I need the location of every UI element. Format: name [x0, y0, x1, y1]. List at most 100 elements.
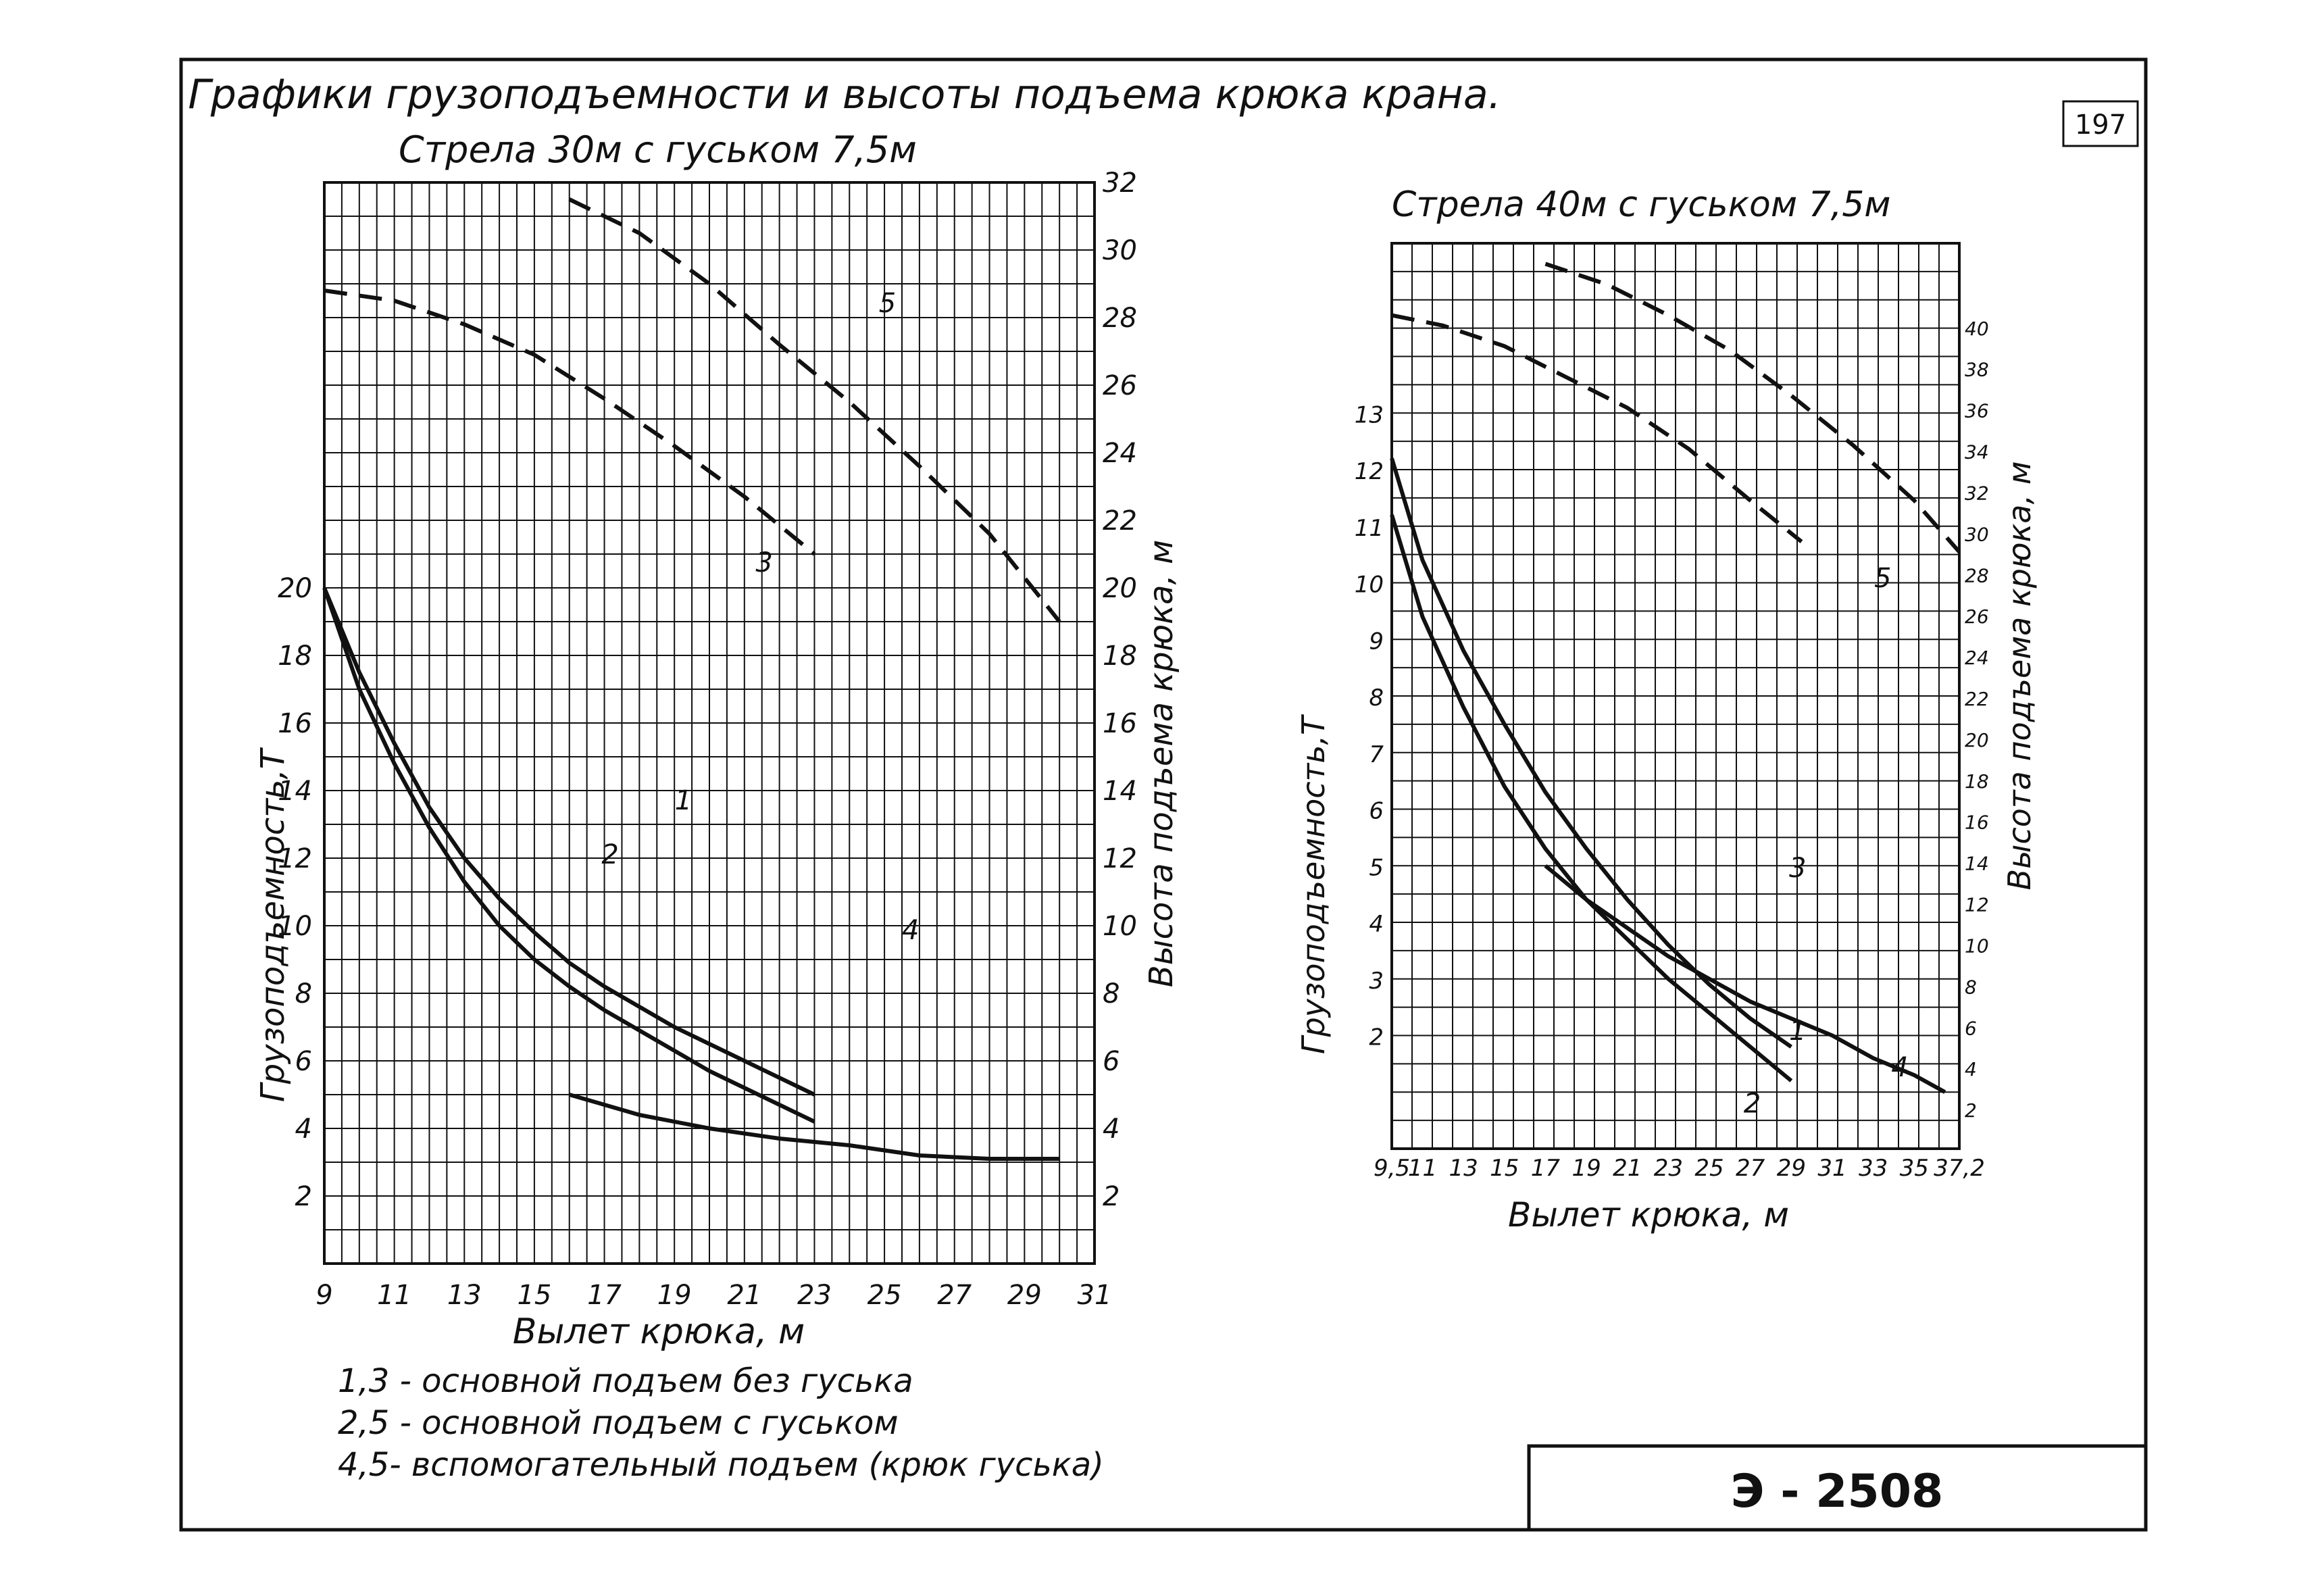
- x-tick-label: 23: [1654, 1155, 1683, 1182]
- x-tick-label: 17: [587, 1280, 622, 1311]
- y-right-tick-label: 24: [1965, 647, 1989, 669]
- x-tick-label: 21: [727, 1280, 761, 1311]
- y-right-tick-label: 6: [1103, 1046, 1120, 1077]
- chart2-y-right-label: Высота подъема крюка, м: [2001, 462, 2038, 891]
- y-right-tick-label: 38: [1965, 359, 1989, 381]
- y-left-tick-label: 10: [278, 911, 312, 942]
- x-tick-label: 15: [517, 1280, 551, 1311]
- y-left-tick-label: 18: [278, 641, 312, 672]
- y-right-tick-label: 12: [1103, 843, 1137, 874]
- y-right-tick-label: 26: [1965, 605, 1989, 628]
- chart1-y-right-label: Высота подъема крюка, м: [1142, 540, 1180, 987]
- chart1-grid: [323, 181, 1096, 1265]
- y-right-tick-label: 2: [1103, 1181, 1120, 1212]
- y-right-tick-label: 26: [1103, 370, 1137, 401]
- chart2-x-ticks: 9,511 13 15 17 19 21 23 25 27 29 31 33 35 37,2: [1374, 1155, 1985, 1182]
- y-right-tick-label: 28: [1103, 303, 1137, 334]
- x-tick-label: 35: [1900, 1155, 1929, 1182]
- series-label-2: 2: [601, 839, 618, 870]
- stamp-code: Э - 2508: [1731, 1465, 1944, 1518]
- x-tick-label: 33: [1859, 1155, 1888, 1182]
- y-right-tick-label: 30: [1103, 235, 1137, 266]
- y-right-tick-label: 10: [1965, 934, 1989, 957]
- y-left-tick-label: 11: [1355, 515, 1384, 542]
- chart1-series: 1 2 4 3 5: [322, 197, 1061, 1161]
- y-left-tick-label: 2: [1369, 1024, 1384, 1051]
- series-line-3: [324, 289, 816, 556]
- y-right-tick-label: 30: [1965, 523, 1989, 545]
- x-tick-label: 9: [316, 1280, 332, 1311]
- series-line-2: [322, 587, 815, 1124]
- y-right-tick-label: 4: [1103, 1114, 1120, 1145]
- y-right-tick-label: 18: [1103, 641, 1137, 672]
- x-tick-label: 27: [937, 1280, 972, 1311]
- y-left-tick-label: 8: [1369, 684, 1384, 712]
- y-right-tick-label: 32: [1103, 168, 1137, 199]
- series-line-1: [322, 587, 815, 1097]
- legend-item-3: 4,5- вспомогательный подъем (крюк гуська…: [338, 1446, 1104, 1484]
- y-right-tick-label: 28: [1965, 564, 1989, 587]
- y-left-tick-label: 7: [1369, 741, 1384, 768]
- series-label-5: 5: [1874, 563, 1891, 594]
- series-label-3: 3: [1789, 853, 1806, 884]
- legend: 1,3 - основной подъем без гуська 2,5 - о…: [338, 1362, 1104, 1484]
- x-tick-label: 13: [1449, 1155, 1478, 1182]
- series-label-1: 1: [675, 785, 692, 816]
- y-right-tick-label: 2: [1965, 1099, 1977, 1122]
- x-tick-label: 31: [1817, 1155, 1846, 1182]
- y-right-tick-label: 18: [1965, 770, 1989, 793]
- x-tick-label: 13: [447, 1280, 482, 1311]
- y-left-tick-label: 16: [278, 708, 312, 739]
- y-left-tick-label: 4: [1369, 911, 1384, 938]
- y-left-tick-label: 20: [278, 573, 312, 604]
- y-right-tick-label: 12: [1965, 894, 1989, 916]
- y-left-tick-label: 5: [1369, 854, 1384, 881]
- series-line-5: [568, 197, 1061, 623]
- series-line-5: [1544, 261, 1961, 553]
- y-left-tick-label: 3: [1369, 968, 1384, 995]
- y-right-tick-label: 20: [1103, 573, 1137, 604]
- y-left-tick-label: 12: [1355, 458, 1384, 485]
- series-label-4: 4: [902, 915, 919, 946]
- y-right-tick-label: 8: [1103, 978, 1120, 1009]
- y-right-tick-label: 14: [1965, 853, 1989, 875]
- series-line-4: [568, 1093, 1060, 1161]
- y-right-tick-label: 20: [1965, 729, 1989, 751]
- y-right-tick-label: 22: [1965, 688, 1989, 710]
- series-line-3: [1391, 313, 1803, 543]
- y-left-tick-label: 8: [295, 978, 312, 1009]
- series-label-2: 2: [1744, 1088, 1761, 1119]
- stamp-box: [1527, 1444, 2148, 1532]
- y-left-tick-label: 2: [295, 1181, 312, 1212]
- x-tick-label: 23: [797, 1280, 832, 1311]
- x-tick-label: 37,2: [1934, 1155, 1985, 1182]
- y-left-tick-label: 12: [278, 843, 312, 874]
- x-tick-label: 9,5: [1374, 1155, 1410, 1182]
- series-label-5: 5: [879, 288, 896, 319]
- x-tick-label: 27: [1736, 1155, 1765, 1182]
- y-right-tick-label: 6: [1965, 1017, 1977, 1039]
- y-left-tick-label: 9: [1369, 628, 1384, 655]
- y-right-tick-label: 16: [1103, 708, 1137, 739]
- y-right-tick-label: 34: [1965, 441, 1989, 464]
- series-line-2: [1390, 514, 1793, 1082]
- x-tick-label: 25: [1694, 1155, 1724, 1182]
- x-tick-label: 11: [377, 1280, 411, 1311]
- chart1-title: Стрела 30м с гуськом 7,5м: [399, 128, 917, 171]
- chart1-y-left-ticks: 2 4 6 8 10 12 14 16 18 20: [278, 573, 312, 1212]
- chart1-x-ticks: 9 11 13 15 17 19 21 23 25 27 29 31: [316, 1280, 1111, 1311]
- y-right-tick-label: 4: [1965, 1058, 1977, 1080]
- y-right-tick-label: 10: [1103, 911, 1137, 942]
- chart-boom-30m: Стрела 30м с гуськом 7,5м 9 11 13 15 17 19 21 2…: [254, 128, 1180, 1352]
- y-left-tick-label: 13: [1355, 401, 1384, 428]
- x-tick-label: 17: [1531, 1155, 1561, 1182]
- chart-boom-40m: Стрела 40м с гуськом 7,5м 9,511 13 15 17 19 2…: [1295, 184, 2038, 1235]
- y-right-tick-label: 14: [1103, 776, 1137, 807]
- series-label-4: 4: [1891, 1052, 1908, 1083]
- page-number-box: [2062, 100, 2139, 147]
- x-tick-label: 19: [657, 1280, 692, 1311]
- chart2-title: Стрела 40м с гуськом 7,5м: [1392, 184, 1891, 225]
